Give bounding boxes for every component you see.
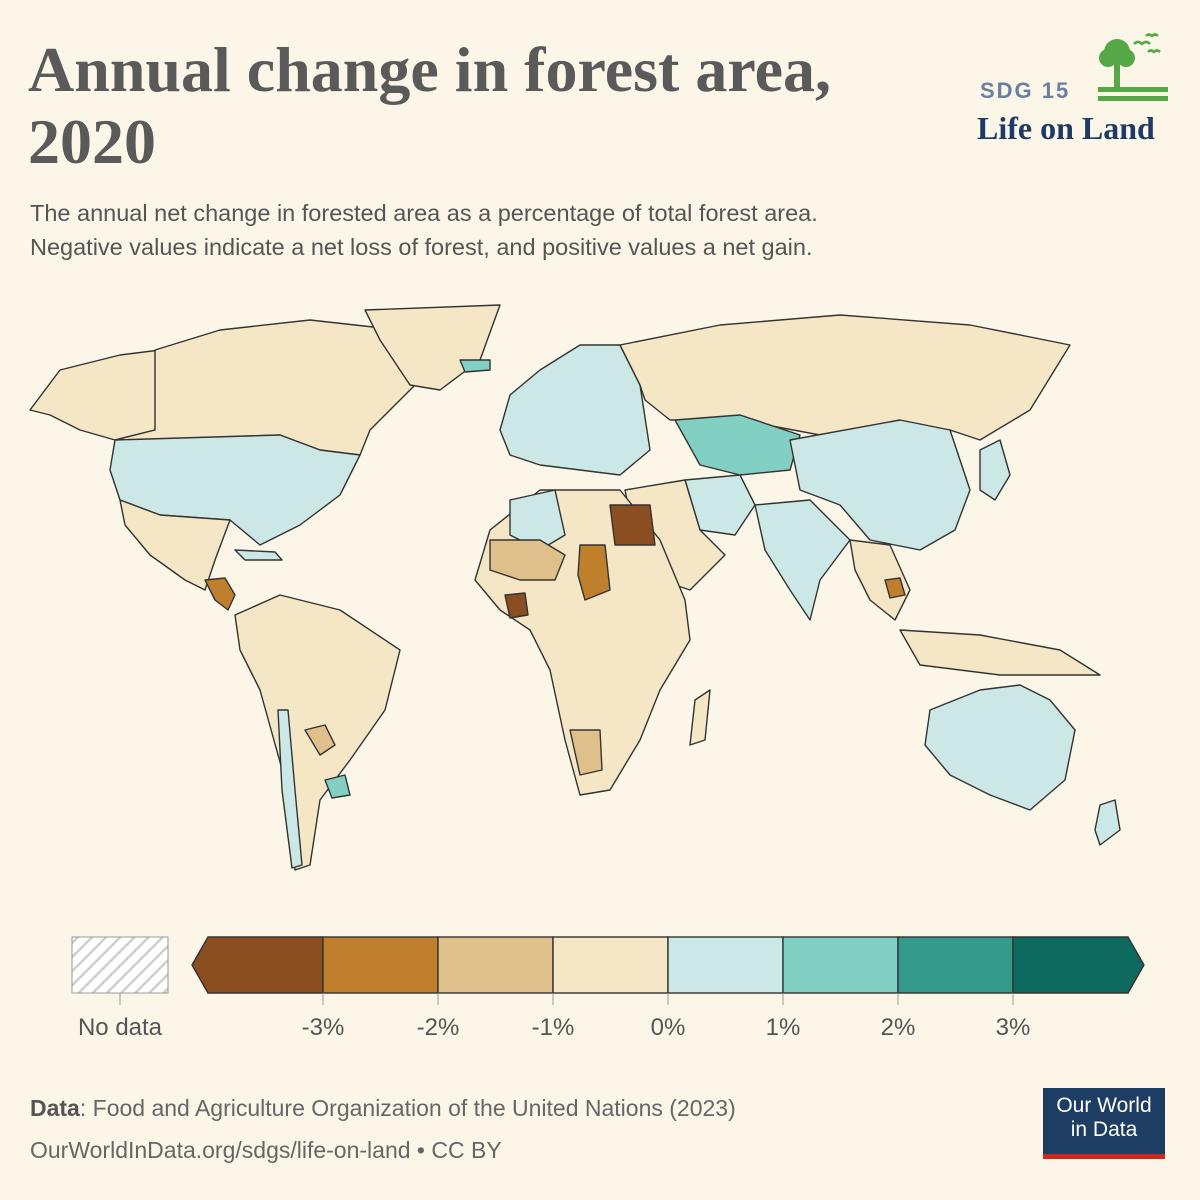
region-alaska[interactable] [29, 349, 161, 441]
region-united-states[interactable] [109, 434, 361, 546]
legend-bin-3 [552, 936, 669, 994]
region-uruguay[interactable] [324, 774, 351, 799]
legend-tick-label: 3% [996, 1014, 1031, 1041]
region-cambodia[interactable] [884, 577, 906, 599]
chart-subtitle: The annual net change in forested area a… [30, 196, 990, 264]
region-chad[interactable] [577, 544, 611, 601]
legend-tick-label: 0% [651, 1014, 686, 1041]
region-india[interactable] [754, 499, 851, 621]
logo-line-1: Our World [1056, 1094, 1152, 1117]
region-iceland[interactable] [459, 359, 491, 373]
legend-tick-label: 2% [881, 1014, 916, 1041]
sdg-number: SDG 15 [980, 78, 1071, 103]
region-paraguay[interactable] [304, 724, 336, 756]
region-madagascar[interactable] [689, 689, 711, 746]
region-se-asia[interactable] [849, 539, 911, 621]
data-source: Data: Food and Agriculture Organization … [30, 1095, 736, 1122]
legend-bin-1 [322, 936, 439, 994]
legend-bin-5 [782, 936, 899, 994]
logo-line-2: in Data [1070, 1118, 1138, 1141]
region-cuba[interactable] [234, 549, 283, 561]
legend-tick-label: -1% [532, 1014, 575, 1041]
region-new-zealand[interactable] [1094, 799, 1121, 846]
source-url[interactable]: OurWorldInData.org/sdgs/life-on-land • C… [30, 1137, 502, 1163]
legend-tick-label: 1% [766, 1014, 801, 1041]
region-egypt[interactable] [609, 504, 656, 546]
legend-bin-4 [667, 936, 784, 994]
region-algeria[interactable] [509, 489, 566, 551]
data-label: Data [30, 1095, 80, 1121]
color-legend: No data -3% -2% -1% 0% 1% 2% 3% [71, 936, 1145, 1041]
region-japan[interactable] [979, 439, 1011, 501]
region-canada[interactable] [114, 319, 416, 456]
no-data-swatch [71, 936, 169, 994]
region-mali-niger[interactable] [489, 539, 566, 581]
owid-logo[interactable]: Our World in Data [1043, 1088, 1165, 1159]
sdg-name: Life on Land [977, 110, 1155, 146]
region-namibia[interactable] [569, 729, 603, 776]
subtitle-line-1: The annual net change in forested area a… [30, 200, 818, 226]
region-central-america[interactable] [204, 577, 236, 611]
world-map[interactable] [20, 290, 1180, 890]
legend-bin-2 [437, 936, 554, 994]
region-mexico[interactable] [119, 499, 231, 591]
region-indonesia[interactable] [899, 629, 1101, 676]
region-australia[interactable] [924, 684, 1076, 811]
no-data-label: No data [78, 1014, 163, 1041]
legend-bin-7 [1012, 936, 1145, 994]
legend-tick-label: -2% [417, 1014, 460, 1041]
legend-tick-label: -3% [302, 1014, 345, 1041]
tree-with-birds-icon [1098, 33, 1168, 101]
region-europe[interactable] [499, 344, 651, 476]
subtitle-line-2: Negative values indicate a net loss of f… [30, 234, 813, 260]
sdg-badge[interactable]: SDG 15 Life on Land [972, 30, 1177, 150]
data-source-text: : Food and Agriculture Organization of t… [79, 1095, 736, 1121]
region-chile[interactable] [277, 709, 303, 869]
legend-bin-6 [897, 936, 1014, 994]
chart-title: Annual change in forest area, 2020 [28, 34, 831, 177]
region-cote-divoire[interactable] [504, 592, 529, 619]
region-kazakhstan[interactable] [674, 414, 801, 476]
legend-bin-0 [191, 936, 324, 994]
region-china[interactable] [789, 419, 971, 551]
